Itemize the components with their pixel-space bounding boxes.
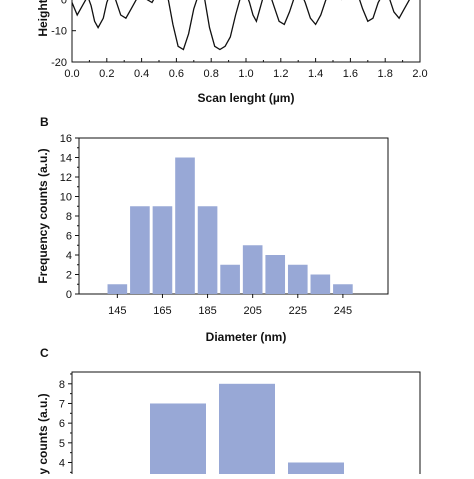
- histogram-bar: [107, 284, 128, 294]
- histogram-y-tick-label: 0: [66, 289, 72, 301]
- histogram-y-tick-label: 14: [60, 153, 72, 165]
- histogram-bar: [152, 206, 173, 294]
- histogram-y-tick-label: 10: [60, 192, 72, 204]
- histogram-bar: [333, 284, 353, 294]
- height-profile-x-tick-label: 1.4: [308, 68, 323, 80]
- panel-c: C 345678 y counts (a.u.): [36, 346, 421, 479]
- histogram-x-tick-label: 245: [334, 305, 352, 317]
- height-profile-line: [71, 0, 411, 51]
- height-profile-x-tick-label: 0.8: [204, 68, 219, 80]
- histogram-y-tick-label: 4: [66, 250, 72, 262]
- height-profile-x-tick-label: 0.2: [99, 68, 114, 80]
- height-profile-y-tick-label: 0: [61, 0, 67, 6]
- histogram-x-tick-label: 165: [153, 305, 171, 317]
- histogram-bar: [310, 274, 331, 294]
- panel-c-label: C: [40, 346, 49, 360]
- histogram-bar: [265, 255, 286, 294]
- panel-c-y-axis-label: y counts (a.u.): [36, 393, 50, 474]
- histogram-y-tick-label: 8: [66, 211, 72, 223]
- histogram-y-tick-label: 2: [66, 270, 72, 282]
- histogram-bar: [175, 157, 195, 294]
- histogram-bar: [130, 206, 150, 294]
- panel-c-plot-area: [71, 371, 421, 479]
- diameter-histogram-y-axis-label: Frequency counts (a.u.): [36, 148, 50, 283]
- panel-c-y-tick-label: 6: [59, 418, 65, 430]
- height-profile-plot-area: [71, 0, 421, 63]
- panel-c-bar: [219, 383, 275, 479]
- panel-c-y-tick-label: 5: [59, 438, 65, 450]
- diameter-histogram-x-axis-label: Diameter (nm): [206, 330, 287, 344]
- histogram-bar: [242, 245, 263, 294]
- height-profile-x-tick-label: 0.6: [169, 68, 184, 80]
- histogram-bar: [220, 264, 240, 294]
- panel-b-label: B: [40, 115, 49, 129]
- height-profile-x-tick-label: 1.2: [273, 68, 288, 80]
- diameter-histogram-panel: B 145 165 185 205 225 245 0 2 4 6 8 10 12 14 16 Frequ…: [36, 115, 389, 344]
- height-profile-x-tick-label: 0.0: [64, 68, 79, 80]
- histogram-bar: [287, 264, 308, 294]
- height-profile-y-tick-label: -20: [51, 57, 67, 69]
- height-profile-x-axis-label: Scan lenght (µm): [198, 91, 295, 105]
- histogram-y-tick-label: 12: [60, 172, 72, 184]
- height-profile-x-tick-label: 1.8: [378, 68, 393, 80]
- height-profile-x-tick-label: 1.0: [238, 68, 253, 80]
- histogram-y-tick-label: 6: [66, 231, 72, 243]
- panel-c-y-tick-label: 8: [59, 379, 65, 391]
- histogram-x-tick-label: 205: [243, 305, 261, 317]
- histogram-x-tick-label: 185: [198, 305, 216, 317]
- histogram-y-tick-label: 16: [60, 133, 72, 145]
- histogram-x-tick-label: 225: [289, 305, 307, 317]
- height-profile-y-axis-label: Height: [36, 0, 50, 37]
- height-profile-x-tick-label: 0.4: [134, 68, 149, 80]
- histogram-x-tick-label: 145: [108, 305, 126, 317]
- histogram-bar: [197, 206, 218, 294]
- height-profile-panel: 0.0 0.2 0.4 0.6 0.8 1.0 1.2 1.4 1.6 1.8 2.0 0 -10 -2…: [36, 0, 428, 105]
- panel-c-bar: [150, 403, 206, 479]
- height-profile-x-tick-label: 2.0: [412, 68, 427, 80]
- panel-c-bar: [288, 462, 344, 479]
- height-profile-x-tick-label: 1.6: [343, 68, 358, 80]
- panel-c-y-tick-label: 4: [59, 457, 65, 469]
- panel-c-y-tick-label: 7: [59, 398, 65, 410]
- height-profile-y-tick-label: -10: [51, 26, 67, 38]
